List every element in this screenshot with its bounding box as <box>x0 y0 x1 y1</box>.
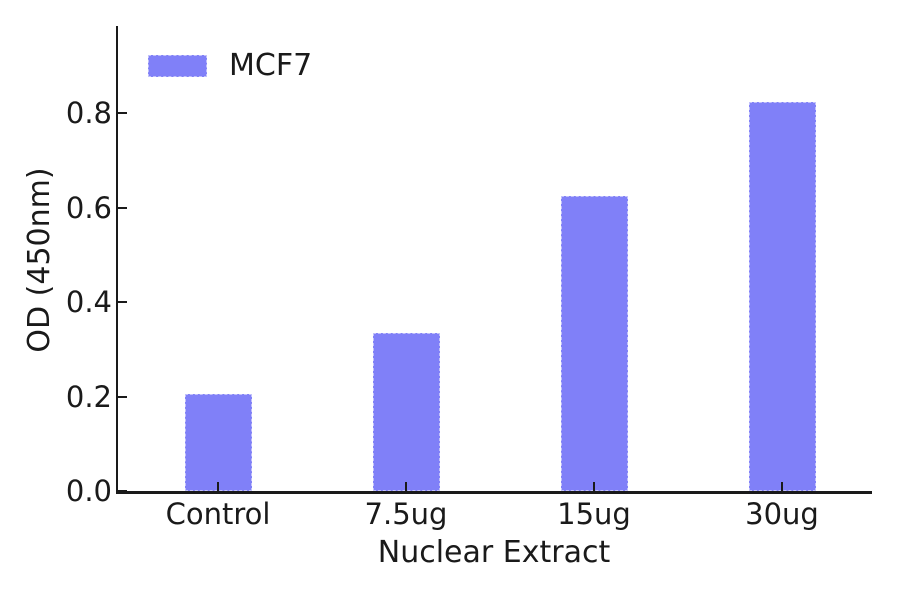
plot-area <box>116 26 872 494</box>
y-tick-mark <box>118 112 127 115</box>
legend-swatch-icon <box>148 55 207 77</box>
x-tick-label: 15ug <box>557 497 631 531</box>
bar-7-5ug <box>372 332 440 491</box>
bar-15ug <box>560 195 628 491</box>
y-tick-label: 0.6 <box>65 190 112 225</box>
legend: MCF7 <box>148 48 312 84</box>
x-tick-mark <box>217 482 219 491</box>
x-tick-mark <box>405 482 407 491</box>
y-tick-label: 0.8 <box>65 96 112 131</box>
x-axis-title: Nuclear Extract <box>377 535 611 570</box>
bar-30ug <box>748 101 816 491</box>
x-tick-label: Control <box>165 497 271 531</box>
y-tick-label: 0.4 <box>65 285 112 320</box>
legend-label: MCF7 <box>229 48 313 83</box>
x-tick-mark <box>781 482 783 491</box>
y-tick-mark <box>118 395 127 398</box>
y-tick-mark <box>118 301 127 304</box>
x-tick-label: 30ug <box>745 497 819 531</box>
x-tick-label: 7.5ug <box>364 497 448 531</box>
y-tick-mark <box>118 490 127 492</box>
y-tick-label: 0.0 <box>65 474 112 508</box>
x-tick-mark <box>593 482 595 491</box>
bar-control <box>184 394 252 491</box>
y-tick-mark <box>118 206 127 209</box>
y-axis-title: OD (450nm) <box>22 167 57 353</box>
y-tick-label: 0.2 <box>65 379 112 414</box>
